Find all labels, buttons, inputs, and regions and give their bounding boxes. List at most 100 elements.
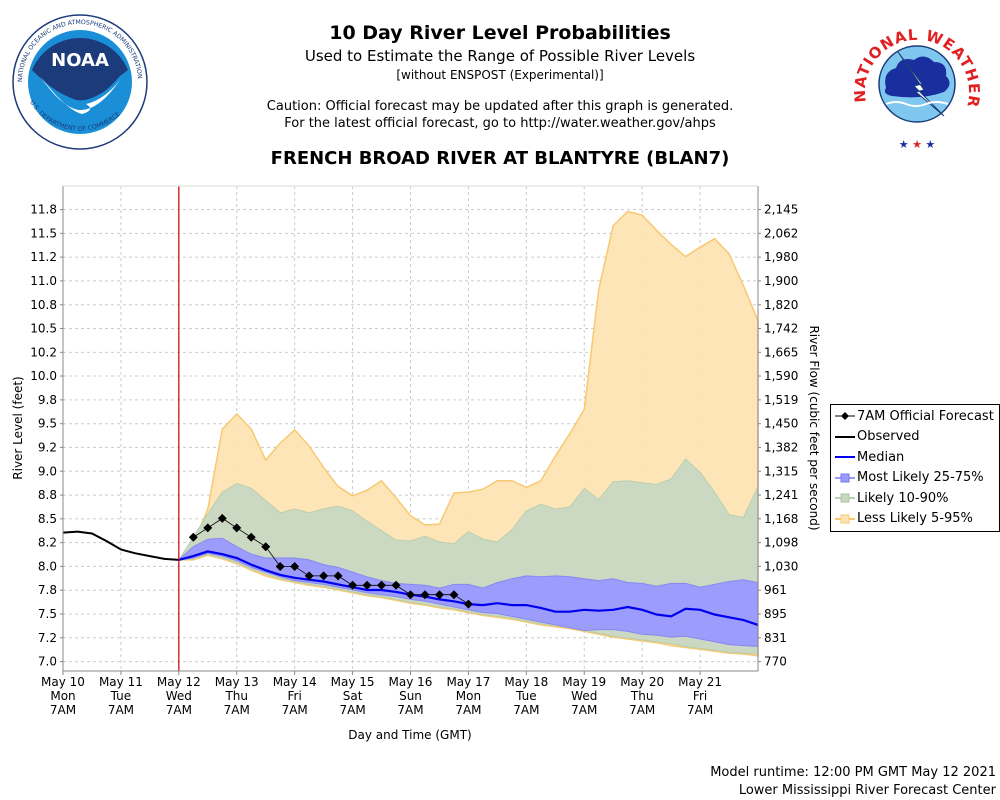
legend-label: Observed <box>857 429 920 445</box>
legend-item-25-75: Most Likely 25-75% <box>831 468 999 489</box>
x-tick-label: 7AM <box>629 703 655 717</box>
y2-tick-label: 2,145 <box>764 203 798 217</box>
x-axis-title: Day and Time (GMT) <box>348 728 471 742</box>
y2-tick-label: 2,062 <box>764 226 798 240</box>
forecast-point <box>348 580 358 590</box>
chart-subtitle: Used to Estimate the Range of Possible R… <box>304 47 696 65</box>
legend-item-median: Median <box>831 447 999 468</box>
y-tick-label: 8.8 <box>38 488 57 502</box>
x-tick-label: 7AM <box>166 703 192 717</box>
y2-tick-label: 1,665 <box>764 345 798 359</box>
x-tick-label: Thu <box>630 689 654 703</box>
x-tick-label: May 19 <box>562 675 606 689</box>
noaa-logo-sky <box>32 37 128 101</box>
y2-tick-label: 831 <box>764 631 787 645</box>
chart-subtitle-note: [without ENSPOST (Experimental)] <box>396 68 604 82</box>
y2-tick-label: 1,980 <box>764 250 798 264</box>
x-tick-label: May 10 <box>41 675 85 689</box>
y-tick-label: 11.2 <box>30 250 57 264</box>
noaa-logo: NOAA NATIONAL OCEANIC AND ATMOSPHERIC AD… <box>12 14 148 150</box>
x-tick-label: Thu <box>224 689 248 703</box>
x-tick-label: May 11 <box>99 675 143 689</box>
x-tick-label: Fri <box>693 689 707 703</box>
x-tick-label: Tue <box>110 689 132 703</box>
nws-wave-icon <box>885 101 949 107</box>
legend-item-5-95: Less Likely 5-95% <box>831 509 999 530</box>
caution-line-1: Caution: Official forecast may be update… <box>266 99 734 114</box>
legend-forecast-swatch <box>835 412 855 421</box>
x-tick-label: 7AM <box>571 703 597 717</box>
y-tick-label: 9.8 <box>38 393 57 407</box>
y-tick-label: 9.2 <box>38 440 57 454</box>
legend-item-10-90: Likely 10-90% <box>831 488 999 509</box>
y-tick-label: 11.0 <box>30 274 57 288</box>
axes: 7.0 770 7.2 831 7.5 895 7.8 961 8.0 1,030 8.2 1,098… <box>30 185 798 717</box>
forecast-point <box>449 590 459 600</box>
forecast-point <box>290 561 300 571</box>
forecast-point <box>261 542 271 552</box>
x-tick-label: 7AM <box>224 703 250 717</box>
y-tick-label: 7.0 <box>38 655 57 669</box>
legend-label: Less Likely 5-95% <box>857 511 973 527</box>
y2-tick-label: 961 <box>764 583 787 597</box>
x-tick-label: Sat <box>343 689 363 703</box>
x-tick-label: May 14 <box>273 675 317 689</box>
y-tick-label: 10.2 <box>30 345 57 359</box>
model-runtime: Model runtime: 12:00 PM GMT May 12 2021 <box>710 765 996 780</box>
forecast-point <box>203 523 213 533</box>
y2-tick-label: 1,315 <box>764 464 798 478</box>
legend-25-75-swatch <box>835 473 855 483</box>
y2-tick-label: 1,382 <box>764 440 798 454</box>
y-tick-label: 11.5 <box>30 226 57 240</box>
y-tick-label: 11.8 <box>30 203 57 217</box>
y-tick-label: 8.2 <box>38 536 57 550</box>
series-lines <box>62 186 759 671</box>
x-tick-label: May 12 <box>157 675 201 689</box>
nws-lightning-icon <box>897 51 945 117</box>
y-tick-label: 8.5 <box>38 512 57 526</box>
y-axis-title: River Level (feet) <box>11 376 25 479</box>
forecast-point <box>275 561 285 571</box>
legend-5-95-swatch <box>835 514 855 524</box>
legend-label: Most Likely 25-75% <box>857 470 984 486</box>
y2-axis-title: River Flow (cubic feet per second) <box>807 325 821 530</box>
y-tick-label: 10.0 <box>30 369 57 383</box>
nws-stars-icon: ★ ★ ★ <box>899 138 936 151</box>
nws-logo: NATIONAL WEATHER SERVICE ★ ★ ★ <box>852 12 982 151</box>
forecast-point <box>188 532 198 542</box>
noaa-logo-text: NOAA <box>51 50 109 71</box>
legend-label: 7AM Official Forecast <box>857 408 994 424</box>
legend-10-90-swatch <box>835 493 855 503</box>
x-tick-label: 7AM <box>397 703 423 717</box>
x-tick-label: Wed <box>571 689 597 703</box>
legend-median-swatch <box>835 456 855 459</box>
y-tick-label: 10.5 <box>30 321 57 335</box>
x-tick-label: May 13 <box>215 675 259 689</box>
legend-item-observed: Observed <box>831 427 999 448</box>
caution-line-2: For the latest official forecast, go to … <box>284 116 716 131</box>
observed-line <box>62 530 179 561</box>
y2-tick-label: 1,241 <box>764 488 798 502</box>
x-tick-label: May 18 <box>504 675 548 689</box>
forecast-point <box>362 580 372 590</box>
x-tick-label: 7AM <box>455 703 481 717</box>
forecast-point <box>420 590 430 600</box>
x-tick-label: May 15 <box>331 675 375 689</box>
y2-tick-label: 1,168 <box>764 512 798 526</box>
forecast-point <box>463 599 473 609</box>
chart-legend: 7AM Official Forecast Observed Median Mo… <box>830 404 1000 532</box>
x-tick-label: Sun <box>399 689 422 703</box>
y2-tick-label: 1,098 <box>764 536 798 550</box>
forecast-point <box>434 590 444 600</box>
y2-tick-label: 1,030 <box>764 559 798 573</box>
x-tick-label: 7AM <box>282 703 308 717</box>
y2-tick-label: 1,900 <box>764 274 798 288</box>
x-tick-label: 7AM <box>687 703 713 717</box>
y-tick-label: 10.8 <box>30 298 57 312</box>
y-tick-label: 9.0 <box>38 464 57 478</box>
forecast-point <box>377 580 387 590</box>
x-tick-label: Wed <box>166 689 192 703</box>
y-tick-label: 8.0 <box>38 559 57 573</box>
y2-tick-label: 1,450 <box>764 417 798 431</box>
